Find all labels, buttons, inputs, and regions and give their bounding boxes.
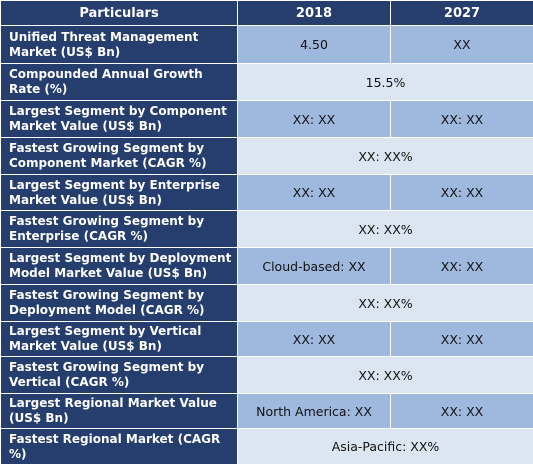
row-label: Fastest Growing Segment by Vertical (CAG… xyxy=(0,356,238,394)
header-year-2018: 2018 xyxy=(237,0,391,26)
value-2018: North America: XX xyxy=(237,393,391,429)
value-2027: XX: XX xyxy=(390,247,533,285)
merged-value: XX: XX% xyxy=(237,356,533,394)
value-2018: 4.50 xyxy=(237,25,391,64)
table-header-row: Particulars 2018 2027 xyxy=(0,0,533,26)
value-2027: XX xyxy=(390,25,533,64)
table-row: Compounded Annual Growth Rate (%) 15.5% xyxy=(0,63,533,101)
table-row: Largest Segment by Enterprise Market Val… xyxy=(0,174,533,211)
merged-value: XX: XX% xyxy=(237,137,533,175)
row-label: Largest Segment by Vertical Market Value… xyxy=(0,321,238,357)
table-row: Largest Segment by Deployment Model Mark… xyxy=(0,247,533,285)
header-year-2027: 2027 xyxy=(390,0,533,26)
table-row: Fastest Growing Segment by Vertical (CAG… xyxy=(0,356,533,394)
value-2027: XX: XX xyxy=(390,321,533,357)
table-row: Fastest Regional Market (CAGR %) Asia-Pa… xyxy=(0,428,533,465)
row-label: Largest Regional Market Value (US$ Bn) xyxy=(0,393,238,429)
row-label: Fastest Growing Segment by Enterprise (C… xyxy=(0,210,238,248)
table-row: Largest Regional Market Value (US$ Bn) N… xyxy=(0,393,533,429)
row-label: Fastest Regional Market (CAGR %) xyxy=(0,428,238,465)
row-label: Compounded Annual Growth Rate (%) xyxy=(0,63,238,101)
value-2018: XX: XX xyxy=(237,100,391,138)
row-label: Unified Threat Management Market (US$ Bn… xyxy=(0,25,238,64)
value-2018: XX: XX xyxy=(237,321,391,357)
merged-value: XX: XX% xyxy=(237,210,533,248)
row-label: Largest Segment by Deployment Model Mark… xyxy=(0,247,238,285)
value-2027: XX: XX xyxy=(390,393,533,429)
table-row: Unified Threat Management Market (US$ Bn… xyxy=(0,25,533,64)
row-label: Largest Segment by Component Market Valu… xyxy=(0,100,238,138)
row-label: Largest Segment by Enterprise Market Val… xyxy=(0,174,238,211)
value-2027: XX: XX xyxy=(390,174,533,211)
row-label: Fastest Growing Segment by Component Mar… xyxy=(0,137,238,175)
header-particulars: Particulars xyxy=(0,0,238,26)
table-row: Fastest Growing Segment by Enterprise (C… xyxy=(0,210,533,248)
value-2018: XX: XX xyxy=(237,174,391,211)
merged-value: 15.5% xyxy=(237,63,533,101)
merged-value: Asia-Pacific: XX% xyxy=(237,428,533,465)
merged-value: XX: XX% xyxy=(237,284,533,322)
table-row: Fastest Growing Segment by Component Mar… xyxy=(0,137,533,175)
value-2027: XX: XX xyxy=(390,100,533,138)
table-row: Fastest Growing Segment by Deployment Mo… xyxy=(0,284,533,322)
row-label: Fastest Growing Segment by Deployment Mo… xyxy=(0,284,238,322)
value-2018: Cloud-based: XX xyxy=(237,247,391,285)
table-row: Largest Segment by Component Market Valu… xyxy=(0,100,533,138)
table-row: Largest Segment by Vertical Market Value… xyxy=(0,321,533,357)
